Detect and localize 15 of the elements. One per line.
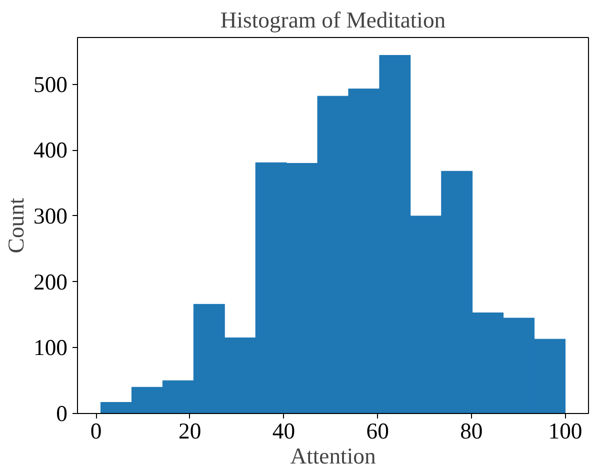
x-tick-label: 0 (90, 418, 102, 444)
y-tick-label: 100 (34, 335, 68, 360)
x-tick-label: 80 (460, 418, 483, 444)
y-tick-label: 300 (34, 203, 68, 228)
y-axis-title: Count (4, 197, 29, 254)
x-tick-label: 40 (272, 418, 296, 444)
y-tick-label: 400 (34, 138, 68, 163)
y-tick-label: 0 (56, 401, 68, 426)
x-tick-label: 20 (178, 418, 202, 444)
chart-title: Histogram of Meditation (220, 8, 446, 32)
y-tick-label: 200 (34, 269, 68, 294)
x-axis-title: Attention (290, 444, 376, 468)
x-tick-label: 60 (366, 418, 389, 444)
y-tick-label: 500 (34, 72, 68, 97)
x-tick-label: 100 (548, 418, 582, 444)
